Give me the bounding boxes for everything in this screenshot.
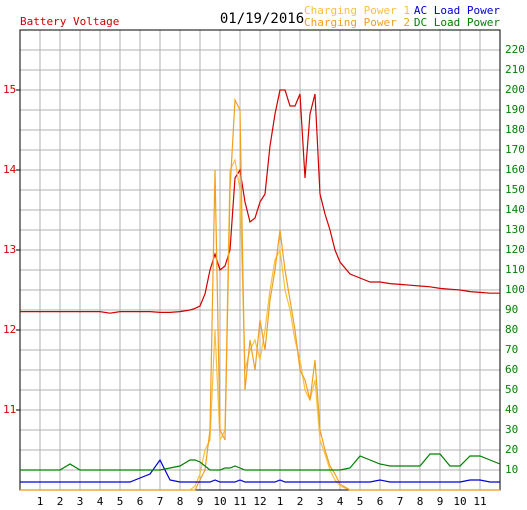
- y2-tick-label: 200: [505, 83, 525, 96]
- y2-tick-label: 40: [505, 403, 518, 416]
- x-tick-label: 6: [377, 495, 384, 508]
- x-tick-label: 3: [77, 495, 84, 508]
- x-tick-label: 12: [253, 495, 266, 508]
- y-tick-label: 12: [3, 323, 16, 336]
- series-line: [20, 453, 501, 471]
- x-tick-label: 4: [337, 495, 344, 508]
- plot-frame: [19, 29, 501, 491]
- y2-tick-label: 100: [505, 283, 525, 296]
- x-tick-label: 5: [117, 495, 124, 508]
- y2-tick-label: 130: [505, 223, 525, 236]
- y2-tick-label: 110: [505, 263, 525, 276]
- x-tick-label: 11: [473, 495, 486, 508]
- x-tick-label: 5: [357, 495, 364, 508]
- y-tick-label: 15: [3, 83, 16, 96]
- legend-entry: DC Load Power: [414, 16, 500, 29]
- x-tick-label: 3: [317, 495, 324, 508]
- y2-tick-label: 20: [505, 443, 518, 456]
- x-tick-label: 10: [213, 495, 226, 508]
- series-line: [20, 97, 500, 491]
- legend-entry: Charging Power 1: [304, 4, 410, 17]
- legend-entry: Charging Power 2: [304, 16, 410, 29]
- x-tick-label: 7: [397, 495, 404, 508]
- series-line: [20, 458, 500, 483]
- y2-tick-label: 210: [505, 63, 525, 76]
- y2-tick-label: 70: [505, 343, 518, 356]
- x-tick-label: 11: [233, 495, 246, 508]
- y2-tick-label: 90: [505, 303, 518, 316]
- x-tick-label: 8: [417, 495, 424, 508]
- x-tick-label: 2: [57, 495, 64, 508]
- x-tick-label: 2: [297, 495, 304, 508]
- y2-tick-label: 220: [505, 43, 525, 56]
- y2-tick-label: 30: [505, 423, 518, 436]
- x-tick-label: 6: [137, 495, 144, 508]
- y2-tick-label: 190: [505, 103, 525, 116]
- y2-tick-label: 10: [505, 463, 518, 476]
- y2-tick-label: 170: [505, 143, 525, 156]
- series-line: [20, 89, 500, 314]
- y2-tick-label: 60: [505, 363, 518, 376]
- y2-tick-label: 50: [505, 383, 518, 396]
- y-tick-label: 14: [3, 163, 17, 176]
- chart-title: 01/19/2016: [220, 11, 304, 27]
- y-tick-label: 11: [3, 403, 16, 416]
- y2-tick-label: 150: [505, 183, 525, 196]
- y2-tick-label: 160: [505, 163, 525, 176]
- y-tick-label: 13: [3, 243, 16, 256]
- x-tick-label: 7: [157, 495, 164, 508]
- x-tick-label: 4: [97, 495, 104, 508]
- x-tick-label: 9: [197, 495, 204, 508]
- x-tick-label: 1: [277, 495, 284, 508]
- x-tick-label: 1: [37, 495, 44, 508]
- legend-entry: AC Load Power: [414, 4, 500, 17]
- x-tick-label: 10: [453, 495, 466, 508]
- legend-entry: Battery Voltage: [20, 15, 119, 28]
- y2-tick-label: 180: [505, 123, 525, 136]
- y2-tick-label: 120: [505, 243, 525, 256]
- y2-tick-label: 140: [505, 203, 525, 216]
- y2-tick-label: 80: [505, 323, 518, 336]
- x-tick-label: 8: [177, 495, 184, 508]
- x-tick-label: 9: [437, 495, 444, 508]
